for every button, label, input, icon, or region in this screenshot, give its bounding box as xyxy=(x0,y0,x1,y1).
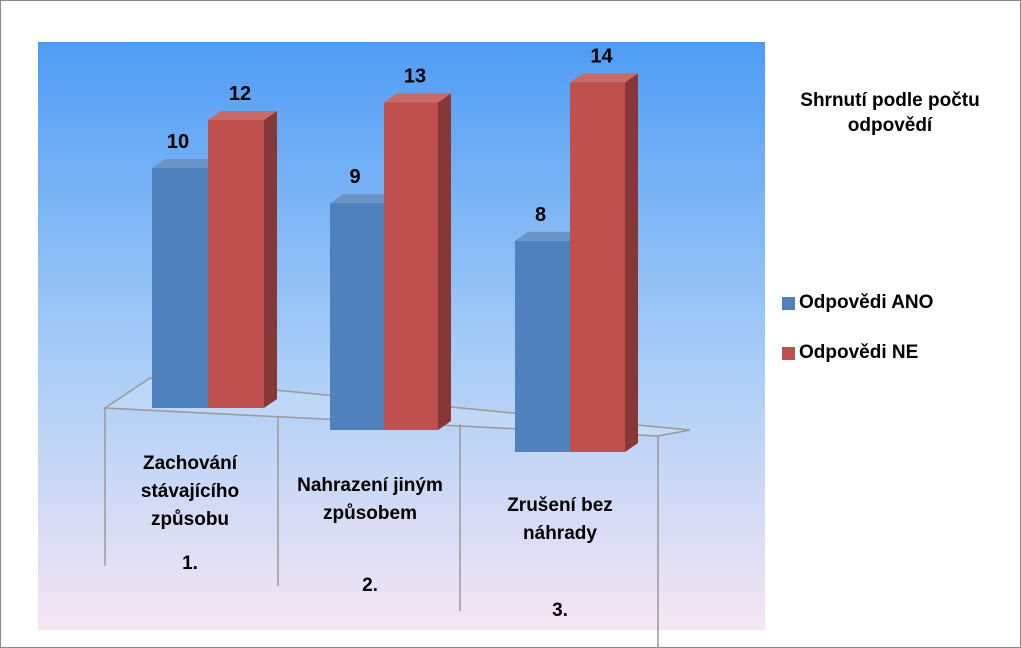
bar-side xyxy=(625,73,638,453)
data-label: 14 xyxy=(590,45,613,67)
bar-top xyxy=(515,231,583,241)
bar-side xyxy=(264,111,277,408)
category-number: 2. xyxy=(362,575,378,596)
data-label: 10 xyxy=(167,131,189,153)
legend-title: Shrnutí podle počtu odpovědí xyxy=(800,90,980,136)
bar-side xyxy=(438,93,451,431)
legend-swatch xyxy=(782,296,795,310)
bar xyxy=(152,168,208,408)
legend-label: Odpovědi ANO xyxy=(799,292,934,313)
legend-swatch xyxy=(782,346,795,360)
data-label: 9 xyxy=(349,166,360,188)
bar xyxy=(330,203,384,430)
category-label: Zachování stávajícího způsobu xyxy=(140,453,240,530)
bar xyxy=(570,82,625,453)
category-number: 1. xyxy=(182,553,198,574)
data-label: 8 xyxy=(535,204,546,226)
bar xyxy=(384,102,438,431)
bar-top xyxy=(384,93,451,103)
bar-top xyxy=(330,194,397,204)
bar-top xyxy=(208,111,277,120)
legend-item: Odpovědi ANO xyxy=(782,292,933,314)
legend-label: Odpovědi NE xyxy=(799,342,919,363)
category-label: Nahrazení jiným způsobem xyxy=(297,475,443,524)
data-label: 13 xyxy=(404,65,426,87)
bar xyxy=(515,240,570,452)
bar xyxy=(208,120,264,408)
data-label: 12 xyxy=(229,83,251,105)
legend-item: Odpovědi NE xyxy=(782,342,918,364)
category-number: 3. xyxy=(552,600,568,621)
bar-top xyxy=(152,159,221,168)
category-label: Zrušení bez náhrady xyxy=(507,495,613,544)
bar-top xyxy=(570,73,638,83)
